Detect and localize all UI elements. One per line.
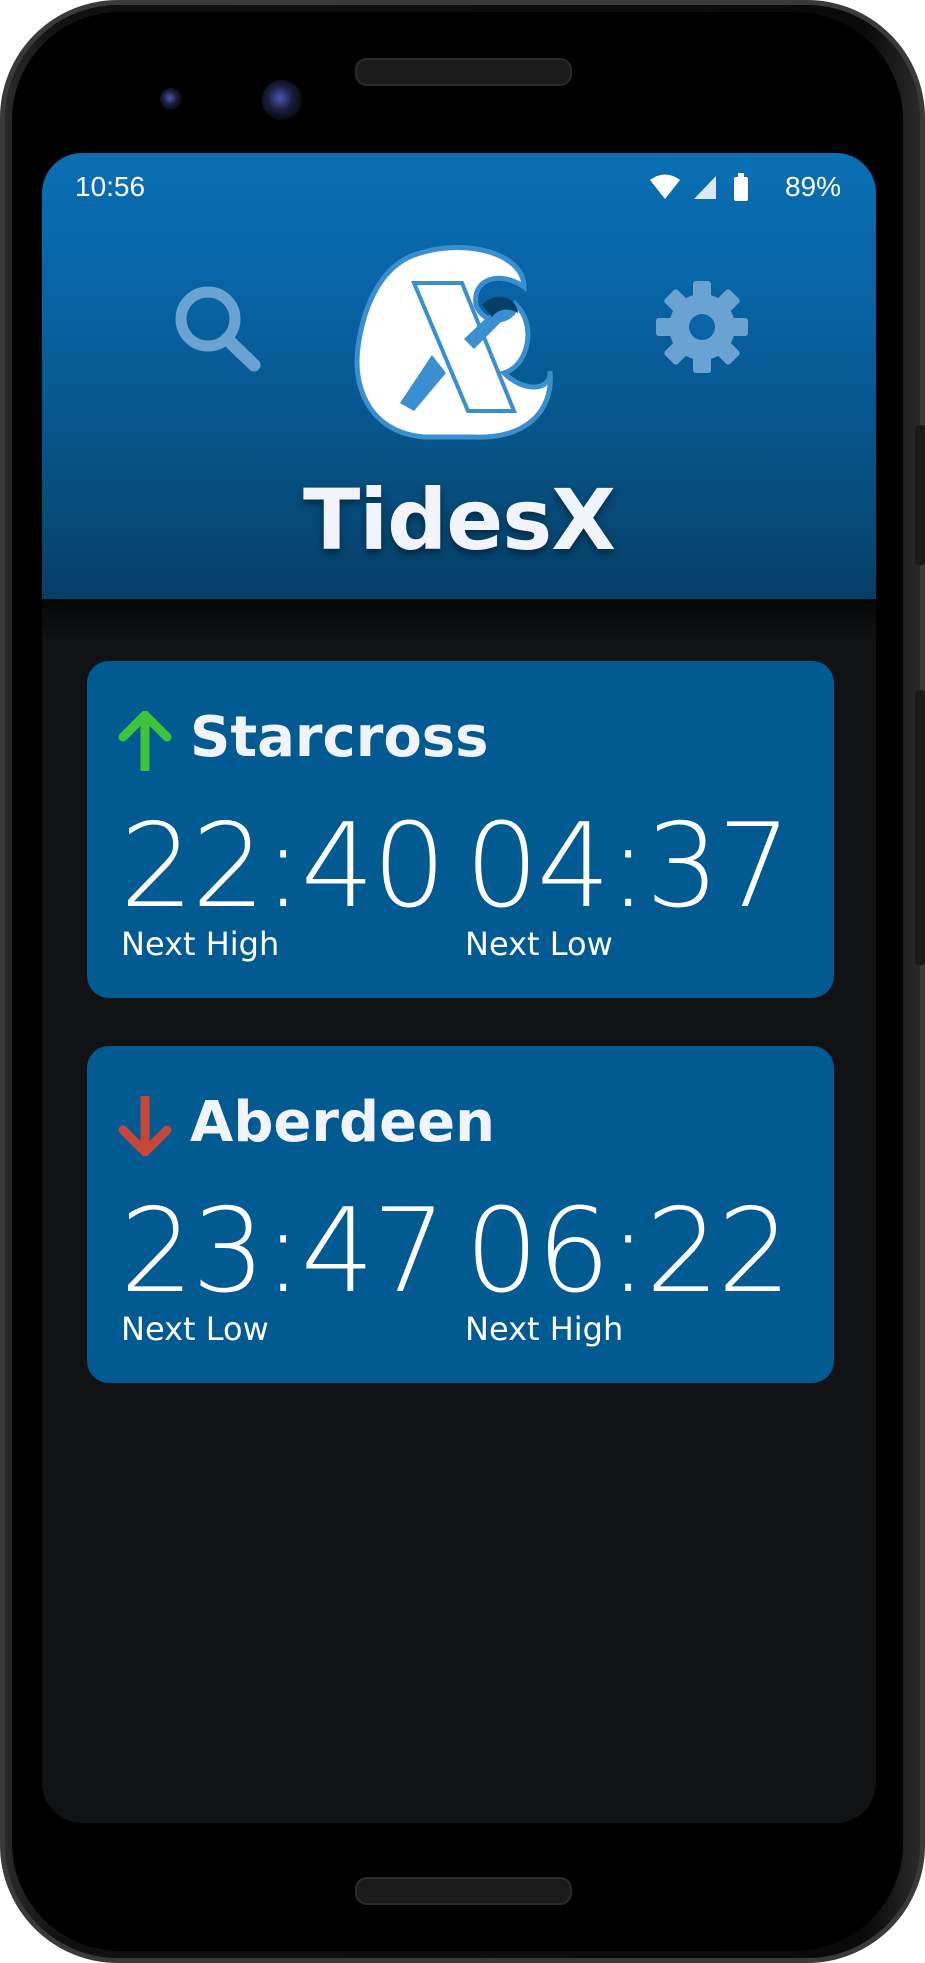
search-button[interactable] <box>168 281 268 381</box>
gear-icon <box>656 281 748 373</box>
header-shadow <box>42 599 876 639</box>
next-tide-label: Next Low <box>121 1310 269 1348</box>
next-tide-time: 22:40 <box>120 799 446 934</box>
following-tide-label: Next Low <box>465 925 613 963</box>
following-tide-time: 06:22 <box>465 1184 791 1319</box>
status-icons <box>650 173 748 201</box>
station-name: Aberdeen <box>190 1090 495 1155</box>
front-sensor <box>160 88 182 110</box>
battery-icon <box>734 173 748 201</box>
cell-signal-icon <box>694 176 716 199</box>
app-header: 10:56 89% <box>42 153 876 599</box>
app-title: TidesX <box>303 471 616 569</box>
arrow-up-icon <box>118 711 172 771</box>
tidesx-logo <box>354 245 553 440</box>
tide-card-aberdeen[interactable]: Aberdeen 23:47 06:22 Next Low Next High <box>87 1046 834 1383</box>
earpiece-speaker <box>355 58 572 86</box>
wifi-icon <box>650 174 680 199</box>
next-tide-time: 23:47 <box>120 1184 446 1319</box>
status-time: 10:56 <box>75 171 146 202</box>
search-icon <box>175 286 261 372</box>
arrow-down-icon <box>118 1096 172 1156</box>
battery-percent: 89% <box>784 171 841 202</box>
next-tide-label: Next High <box>121 925 280 963</box>
front-camera <box>262 80 302 120</box>
volume-button <box>915 690 925 965</box>
station-name: Starcross <box>190 705 489 770</box>
following-tide-time: 04:37 <box>465 799 791 934</box>
bottom-speaker <box>355 1877 572 1905</box>
settings-button[interactable] <box>654 279 750 375</box>
power-button <box>915 425 925 565</box>
app-screen: 10:56 89% <box>42 153 876 1823</box>
status-bar: 10:56 89% <box>42 153 876 215</box>
following-tide-label: Next High <box>465 1310 624 1348</box>
tide-card-starcross[interactable]: Starcross 22:40 04:37 Next High Next Low <box>87 661 834 998</box>
